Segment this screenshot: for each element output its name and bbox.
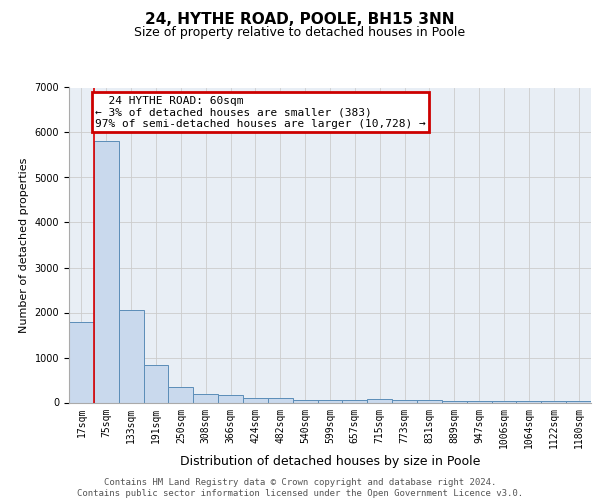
Bar: [169, 387, 193, 402]
Text: Contains HM Land Registry data © Crown copyright and database right 2024.
Contai: Contains HM Land Registry data © Crown c…: [77, 478, 523, 498]
Bar: [143, 365, 169, 403]
X-axis label: Distribution of detached houses by size in Poole: Distribution of detached houses by size …: [180, 456, 480, 468]
Bar: [317, 400, 343, 402]
Bar: [392, 400, 417, 402]
Text: 24, HYTHE ROAD, POOLE, BH15 3NN: 24, HYTHE ROAD, POOLE, BH15 3NN: [145, 12, 455, 28]
Bar: [417, 400, 442, 402]
Bar: [367, 399, 392, 402]
Bar: [517, 400, 541, 402]
Bar: [193, 394, 218, 402]
Bar: [491, 400, 517, 402]
Bar: [243, 398, 268, 402]
Bar: [541, 401, 566, 402]
Bar: [69, 322, 94, 402]
Bar: [293, 400, 317, 402]
Bar: [566, 401, 591, 402]
Bar: [343, 400, 367, 402]
Text: Size of property relative to detached houses in Poole: Size of property relative to detached ho…: [134, 26, 466, 39]
Bar: [268, 398, 293, 402]
Y-axis label: Number of detached properties: Number of detached properties: [19, 158, 29, 332]
Bar: [94, 142, 119, 402]
Bar: [218, 396, 243, 402]
Bar: [442, 400, 467, 402]
Text: 24 HYTHE ROAD: 60sqm
← 3% of detached houses are smaller (383)
97% of semi-detac: 24 HYTHE ROAD: 60sqm ← 3% of detached ho…: [95, 96, 426, 129]
Bar: [119, 310, 143, 402]
Bar: [467, 400, 491, 402]
